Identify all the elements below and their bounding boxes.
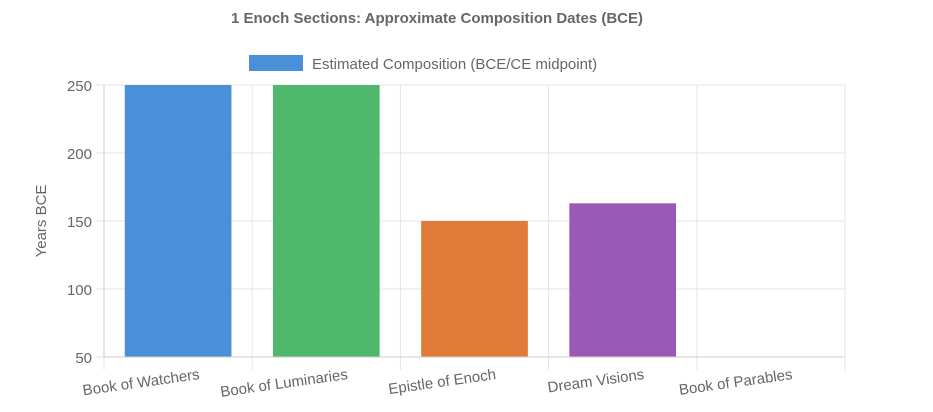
axes xyxy=(103,85,845,358)
chart-title: 1 Enoch Sections: Approximate Compositio… xyxy=(231,10,643,27)
legend-label: Estimated Composition (BCE/CE midpoint) xyxy=(312,56,597,73)
bar-epistle-of-enoch[interactable] xyxy=(421,221,528,357)
y-axis-title: Years BCE xyxy=(33,185,50,258)
x-tick-label: Book of Luminaries xyxy=(219,366,349,401)
y-ticks: 50 100 150 200 250 xyxy=(67,78,92,367)
legend[interactable]: Estimated Composition (BCE/CE midpoint) xyxy=(249,55,597,73)
x-tick-label: Dream Visions xyxy=(547,366,646,396)
bar-dream-visions[interactable] xyxy=(569,203,677,357)
bar-book-of-luminaries[interactable] xyxy=(272,85,380,357)
bar-book-of-watchers[interactable] xyxy=(124,85,232,357)
x-tick-label: Book of Parables xyxy=(678,366,794,399)
legend-swatch xyxy=(249,55,303,71)
y-tick-label: 200 xyxy=(67,146,92,163)
y-tick-label: 150 xyxy=(67,214,92,231)
y-tick-label: 50 xyxy=(75,350,92,367)
y-tick-label: 250 xyxy=(67,78,92,95)
x-tick-label: Book of Watchers xyxy=(82,366,201,399)
x-tick-label: Epistle of Enoch xyxy=(387,366,497,398)
x-ticks: Book of Watchers Book of Luminaries Epistl… xyxy=(82,366,794,401)
y-tick-label: 100 xyxy=(67,282,92,299)
bars xyxy=(124,85,677,357)
